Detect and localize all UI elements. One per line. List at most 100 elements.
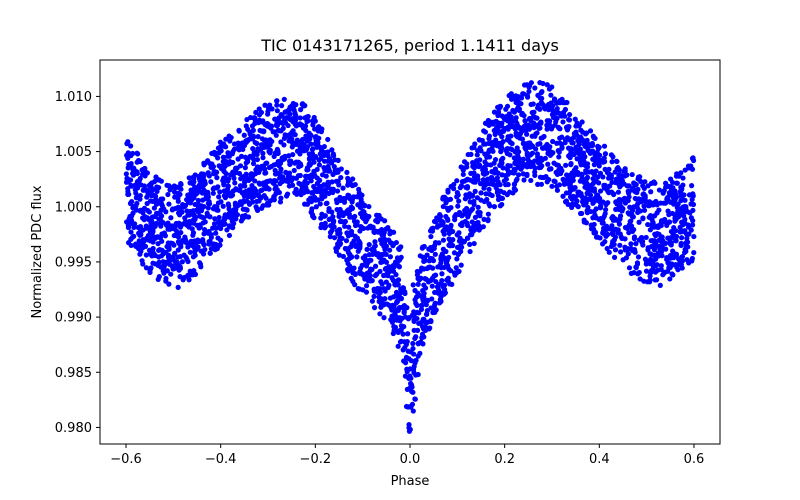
data-point (495, 127, 501, 134)
data-point (538, 120, 544, 126)
data-point (645, 221, 651, 228)
data-point (690, 207, 696, 213)
y-tick-label: 1.000 (55, 200, 92, 215)
data-point (656, 237, 662, 243)
data-point (267, 142, 273, 148)
data-point (471, 201, 477, 208)
data-point (281, 142, 287, 148)
data-point (428, 277, 434, 284)
data-point (261, 129, 267, 135)
data-point (137, 196, 143, 202)
data-point (668, 199, 674, 205)
data-point (474, 158, 480, 164)
data-point (298, 188, 304, 194)
data-point (573, 129, 579, 135)
data-point (680, 175, 686, 181)
data-point (633, 241, 639, 247)
data-point (534, 151, 541, 157)
data-point (288, 158, 294, 164)
data-point (690, 218, 696, 224)
data-point (530, 123, 536, 129)
data-point (664, 255, 670, 261)
data-point (673, 237, 679, 244)
data-point (130, 172, 137, 178)
data-point (602, 151, 609, 157)
data-point (460, 171, 466, 178)
data-point (635, 254, 642, 260)
data-point (555, 124, 562, 130)
data-point (343, 246, 349, 252)
data-point (457, 185, 463, 191)
data-point (288, 116, 294, 123)
data-point (447, 237, 453, 243)
x-axis-label: Phase (391, 474, 430, 489)
data-point (578, 137, 584, 143)
data-point (331, 164, 337, 170)
data-point (652, 277, 658, 283)
data-point (159, 213, 165, 219)
data-point (549, 112, 556, 118)
data-point (460, 165, 467, 171)
data-point (474, 175, 480, 181)
data-point (371, 305, 378, 311)
data-point (358, 199, 364, 205)
data-point (304, 118, 310, 125)
data-point (425, 297, 431, 304)
data-point (679, 253, 686, 260)
data-point (532, 85, 538, 91)
data-point (335, 231, 341, 237)
data-point (458, 262, 464, 268)
data-point (455, 192, 461, 198)
data-point (173, 228, 179, 234)
data-point (517, 135, 523, 141)
data-point (363, 263, 370, 269)
data-point (256, 198, 262, 204)
data-point (327, 234, 333, 240)
data-point (554, 187, 561, 193)
data-point (252, 139, 258, 146)
data-point (158, 201, 165, 207)
data-point (451, 270, 457, 276)
data-point (432, 300, 438, 306)
data-point (584, 210, 591, 216)
data-point (347, 180, 353, 186)
data-point (628, 218, 634, 224)
data-point (172, 185, 179, 191)
data-point (472, 188, 478, 194)
data-point (433, 219, 439, 225)
data-point (349, 205, 356, 211)
data-point (636, 219, 642, 225)
data-point (413, 357, 419, 363)
data-point (588, 143, 594, 149)
data-point (175, 204, 181, 210)
data-point (492, 166, 498, 172)
data-point (336, 226, 343, 233)
data-point (512, 168, 518, 174)
data-point (134, 200, 140, 207)
data-point (344, 230, 350, 236)
data-point (170, 263, 176, 269)
data-point (187, 249, 193, 255)
data-point (432, 272, 439, 278)
data-point (327, 229, 334, 236)
data-point (427, 228, 434, 234)
data-point (197, 224, 203, 230)
data-point (347, 263, 353, 269)
data-point (474, 152, 480, 158)
data-point (307, 136, 313, 142)
data-point (243, 175, 249, 182)
data-point (185, 258, 191, 265)
data-point (675, 208, 681, 214)
data-point (632, 195, 638, 202)
data-point (199, 190, 205, 196)
data-point (428, 233, 434, 240)
data-point (514, 122, 521, 128)
data-point (691, 250, 697, 256)
data-point (192, 271, 199, 277)
data-point (161, 270, 167, 276)
data-point (372, 239, 378, 245)
data-point (452, 217, 458, 223)
data-point (438, 265, 444, 271)
data-point (642, 199, 649, 205)
x-tick-label: 0.0 (400, 452, 421, 467)
